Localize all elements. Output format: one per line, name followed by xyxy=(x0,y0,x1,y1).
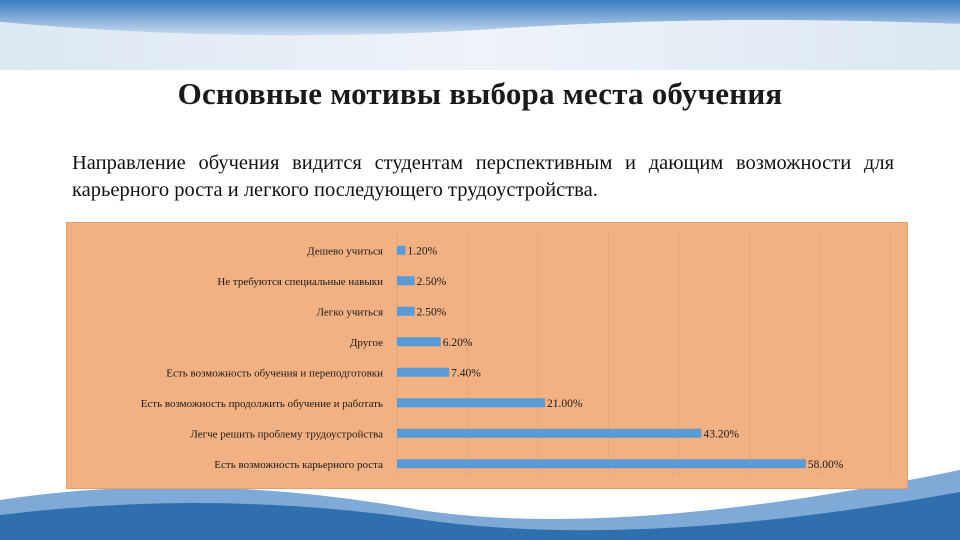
category-label: Легко учиться xyxy=(317,306,384,318)
category-label: Есть возможность обучения и переподготов… xyxy=(166,367,383,379)
chart-area: Дешево учиться Не требуются специальные н… xyxy=(66,222,908,489)
category-label: Легче решить проблему трудоустройства xyxy=(190,428,383,440)
bar xyxy=(397,276,415,286)
category-label: Не требуются специальные навыки xyxy=(217,276,383,288)
value-label: 2.50% xyxy=(417,276,447,288)
category-label: Дешево учиться xyxy=(307,245,383,257)
value-label: 21.00% xyxy=(547,398,583,410)
bar xyxy=(397,367,450,377)
bar xyxy=(397,306,415,316)
value-label: 6.20% xyxy=(443,337,473,349)
value-label: 43.20% xyxy=(704,428,740,440)
bar xyxy=(397,337,441,347)
bar xyxy=(397,245,406,255)
bar xyxy=(397,398,546,408)
intro-paragraph: Направление обучения видится студентам п… xyxy=(72,152,894,201)
value-label: 1.20% xyxy=(407,245,437,257)
value-label: 2.50% xyxy=(417,306,447,318)
value-label: 7.40% xyxy=(451,367,481,379)
bar-chart: Дешево учиться Не требуются специальные н… xyxy=(141,231,891,475)
bar xyxy=(397,428,702,438)
value-label: 58.00% xyxy=(808,459,844,471)
bar xyxy=(397,459,806,469)
category-label: Есть возможность продолжить обучение и р… xyxy=(141,398,383,410)
slide-title: Основные мотивы выбора места обучения xyxy=(177,76,783,111)
category-label: Есть возможность карьерного роста xyxy=(214,459,383,471)
category-label: Другое xyxy=(350,337,383,349)
